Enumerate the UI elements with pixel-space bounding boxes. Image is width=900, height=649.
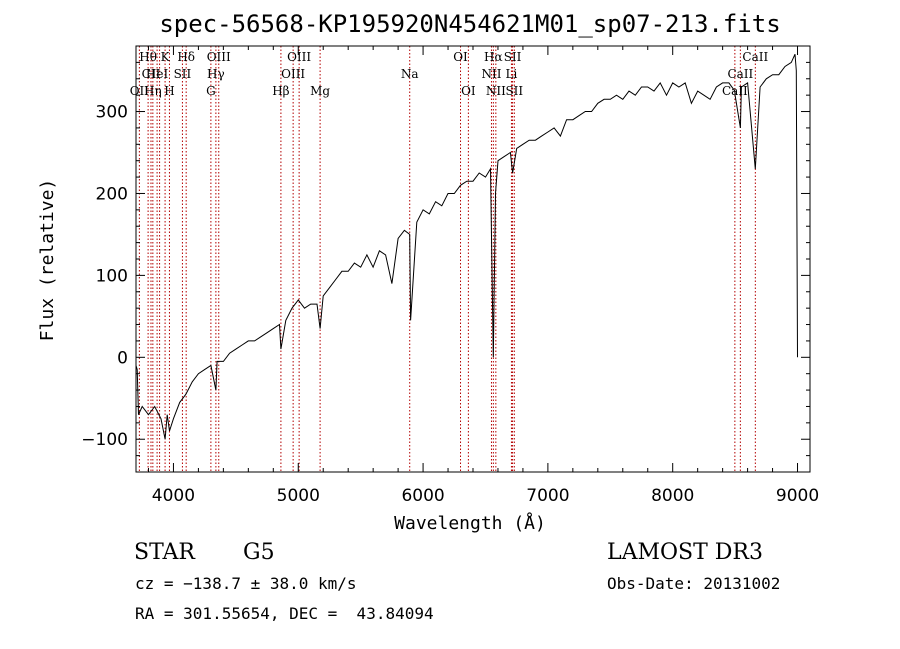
spectral-line-markers [138,46,756,472]
x-tick-label: 7000 [526,486,569,506]
spectral-line-label: OII [130,84,150,98]
spectral-line-label: NII [481,67,501,81]
x-axis-label: Wavelength (Å) [394,512,546,534]
spectral-line-label: Hβ [272,84,289,98]
spectral-line-label: OIII [287,50,311,64]
spectral-line-label: SII [505,84,523,98]
object-class: STAR [134,540,195,565]
y-axis: −100 0 100 200 300 [81,61,810,457]
object-subclass: G5 [243,540,275,565]
x-tick-label: 6000 [401,486,444,506]
y-tick-label: 300 [96,103,128,123]
spectrum-chart: spec-56568-KP195920N454621M01_sp07-213.f… [37,10,819,534]
y-tick-label: 100 [96,266,128,286]
spectral-line-label: K [161,50,171,64]
flux-series-line [135,53,798,440]
redshift-velocity: cz = −138.7 ± 38.0 km/s [135,574,357,593]
spectral-line-label: CII [142,67,161,81]
spectral-line-label: G [206,84,216,98]
spectral-line-label: HeI [146,67,169,81]
spectral-line-label: Na [401,67,419,81]
plot-frame [135,45,811,473]
spectral-line-label: Hα [484,50,503,64]
y-tick-label: −100 [81,430,128,450]
chart-title: spec-56568-KP195920N454621M01_sp07-213.f… [159,10,780,38]
spectral-line-label: H [164,84,174,98]
spectral-line-label: SII [504,50,522,64]
spectral-line-label: Hδ [177,50,195,64]
x-tick-label: 9000 [776,486,819,506]
x-tick-label: 8000 [651,486,694,506]
x-axis: 4000 5000 6000 7000 8000 9000 [147,46,819,506]
x-tick-label: 5000 [277,486,320,506]
observation-date: Obs-Date: 20131002 [607,574,781,593]
y-tick-label: 0 [117,348,128,368]
spectral-line-label: Hη [144,84,162,98]
spectral-line-label: OIII [207,50,231,64]
spectral-line-label: OI [461,84,476,98]
spectral-line-label: CaII [742,50,768,64]
x-tick-label: 4000 [152,486,195,506]
spectral-line-labels: OIIHθCIIHηHeIKHSIIHδGHγOIIIHβOIIIOIIIMgN… [130,50,769,98]
spectral-line-label: Hγ [207,67,225,81]
spectral-line-label: OI [453,50,468,64]
spectral-line-label: Hθ [139,50,157,64]
y-tick-label: 200 [96,184,128,204]
spectral-line-label: NII [486,84,506,98]
survey-name: LAMOST DR3 [607,540,763,565]
spectral-line-label: OIII [281,67,305,81]
spectral-line-label: CaII [727,67,753,81]
y-axis-label: Flux (relative) [37,179,58,342]
spectral-line-label: Li [506,67,518,81]
spectral-line-label: SII [174,67,192,81]
sky-coordinates: RA = 301.55654, DEC = 43.84094 [135,604,434,623]
spectral-line-label: Mg [310,84,330,98]
